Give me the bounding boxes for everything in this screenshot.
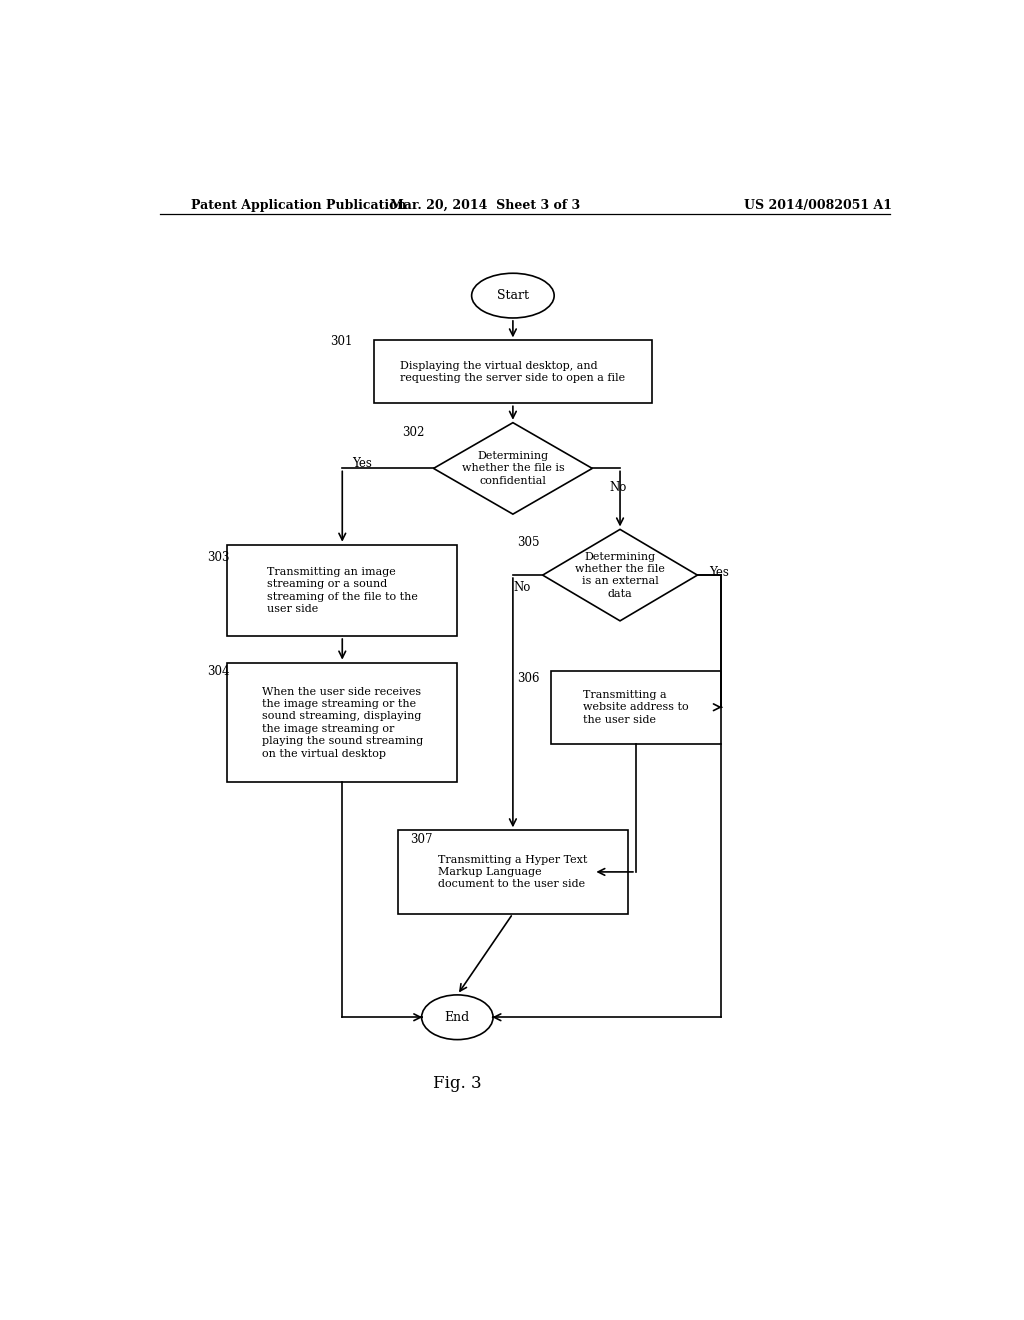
Text: Fig. 3: Fig. 3 [433,1074,481,1092]
Text: Mar. 20, 2014  Sheet 3 of 3: Mar. 20, 2014 Sheet 3 of 3 [390,198,581,211]
Text: US 2014/0082051 A1: US 2014/0082051 A1 [744,198,893,211]
Text: Yes: Yes [352,457,372,470]
FancyBboxPatch shape [374,341,651,404]
Text: Patent Application Publication: Patent Application Publication [191,198,407,211]
FancyBboxPatch shape [227,545,458,636]
FancyBboxPatch shape [227,663,458,783]
Text: Transmitting a Hyper Text
Markup Language
document to the user side: Transmitting a Hyper Text Markup Languag… [438,854,588,890]
Text: Displaying the virtual desktop, and
requesting the server side to open a file: Displaying the virtual desktop, and requ… [400,360,626,383]
Text: 304: 304 [207,665,229,678]
Text: Yes: Yes [710,565,729,578]
Text: Determining
whether the file
is an external
data: Determining whether the file is an exter… [575,552,665,599]
Ellipse shape [422,995,494,1040]
Text: Determining
whether the file is
confidential: Determining whether the file is confiden… [462,451,564,486]
Text: Transmitting a
website address to
the user side: Transmitting a website address to the us… [583,690,689,725]
FancyBboxPatch shape [551,671,721,744]
Text: 301: 301 [331,335,352,348]
Ellipse shape [472,273,554,318]
Text: 303: 303 [207,552,229,565]
Text: 306: 306 [517,672,540,685]
Text: When the user side receives
the image streaming or the
sound streaming, displayi: When the user side receives the image st… [262,686,423,759]
Polygon shape [543,529,697,620]
Text: 302: 302 [401,426,424,440]
FancyBboxPatch shape [397,830,628,913]
Text: No: No [514,581,531,594]
Text: 307: 307 [410,833,432,846]
Text: End: End [444,1011,470,1024]
Polygon shape [433,422,592,515]
Text: 305: 305 [517,536,540,549]
Text: Transmitting an image
streaming or a sound
streaming of the file to the
user sid: Transmitting an image streaming or a sou… [267,566,418,614]
Text: Start: Start [497,289,528,302]
Text: No: No [609,482,627,494]
